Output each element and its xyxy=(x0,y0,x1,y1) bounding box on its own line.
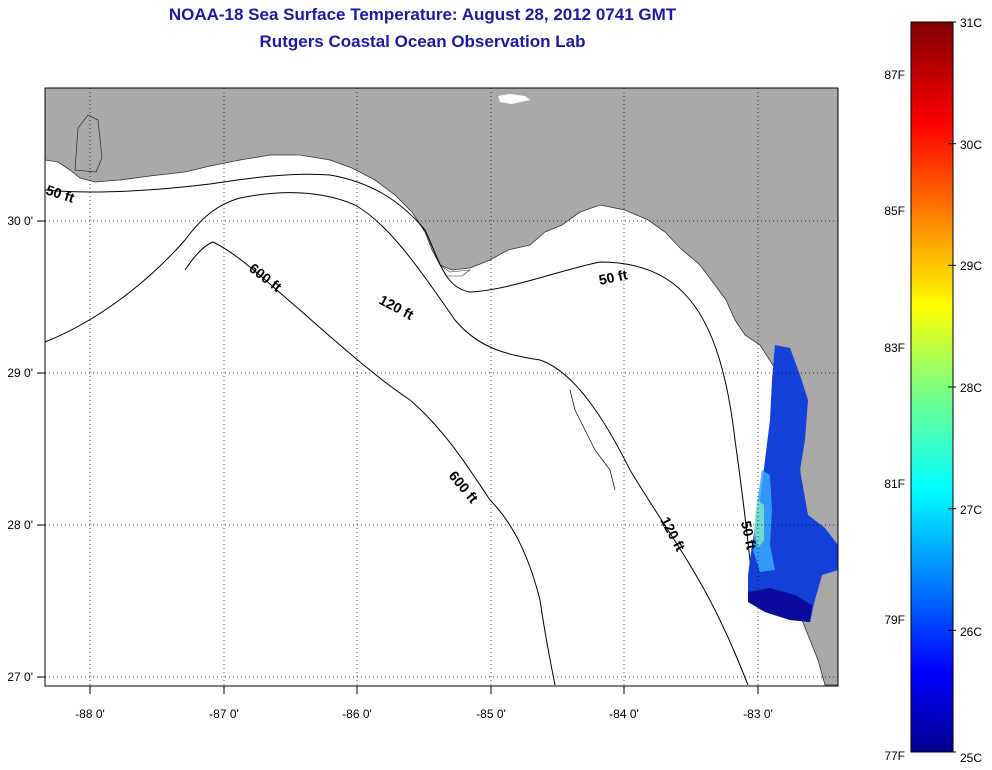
mobile-bay-land xyxy=(74,114,103,173)
colorbar-celsius-label: 28C xyxy=(960,381,982,395)
colorbar-celsius-label: 25C xyxy=(960,751,982,765)
lon-label: -83 0' xyxy=(743,707,773,721)
colorbar-celsius-label: 31C xyxy=(960,16,982,30)
axis-ticks xyxy=(37,220,759,694)
lon-label: -87 0' xyxy=(209,707,239,721)
sst-patch-cold xyxy=(748,588,812,622)
colorbar xyxy=(910,21,954,753)
lat-label: 28 0' xyxy=(7,518,33,532)
lon-label: -84 0' xyxy=(609,707,639,721)
sst-patch-warmest xyxy=(754,500,764,548)
colorbar-fahrenheit-label: 87F xyxy=(884,68,905,82)
lon-label: -86 0' xyxy=(342,707,372,721)
map-frame xyxy=(44,87,839,687)
contour-50ft xyxy=(45,173,753,581)
contour-label-50ft: 50 ft xyxy=(738,519,760,551)
lat-label: 29 0' xyxy=(7,366,33,380)
lake-white-patch xyxy=(498,94,530,104)
map-title: NOAA-18 Sea Surface Temperature: August … xyxy=(168,5,677,24)
colorbar-fahrenheit-label: 85F xyxy=(884,204,905,218)
contour-120ft xyxy=(45,192,749,686)
map-subtitle: Rutgers Coastal Ocean Observation Lab xyxy=(259,32,586,51)
colorbar-celsius-label: 29C xyxy=(960,259,982,273)
colorbar-celsius-label: 27C xyxy=(960,503,982,517)
contour-600ft xyxy=(184,241,556,686)
colorbar-fahrenheit-label: 79F xyxy=(884,613,905,627)
colorbar-fahrenheit-label: 77F xyxy=(884,749,905,763)
colorbar-fahrenheit-label: 83F xyxy=(884,341,905,355)
graticule xyxy=(45,88,838,686)
lat-label: 27 0' xyxy=(7,670,33,684)
colorbar-celsius-label: 26C xyxy=(960,625,982,639)
lon-label: -88 0' xyxy=(75,707,105,721)
lon-label: -85 0' xyxy=(476,707,506,721)
contour-label-50ft: 50 ft xyxy=(597,266,629,288)
lat-label: 30 0' xyxy=(7,214,33,228)
colorbar-fahrenheit-label: 81F xyxy=(884,477,905,491)
colorbar-celsius-label: 30C xyxy=(960,138,982,152)
contour-wiggle xyxy=(569,389,616,491)
colorbar-ticks xyxy=(948,21,956,753)
